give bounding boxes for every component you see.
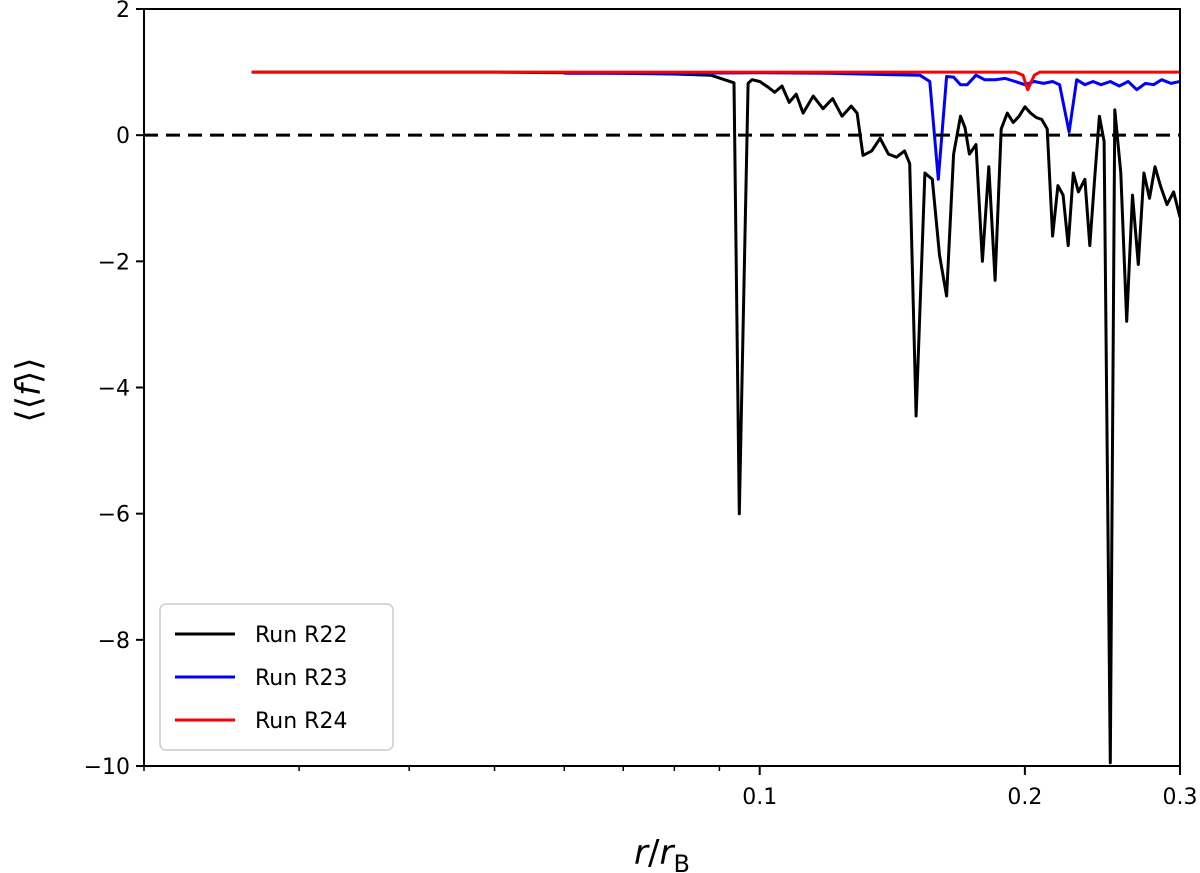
y-tick-label: −10 [84, 755, 130, 780]
x-tick-label: 0.3 [1163, 785, 1198, 810]
y-tick-label: −8 [98, 629, 130, 654]
series-line-run-r22 [251, 70, 1180, 765]
legend-label-r24: Run R24 [255, 709, 347, 734]
series-line-run-r24 [251, 70, 1180, 92]
legend: Run R22 Run R23 Run R24 [159, 603, 394, 751]
series-layer [251, 70, 1180, 765]
y-tick-label: −6 [98, 503, 130, 528]
legend-box [159, 603, 394, 751]
y-tick-label: 0 [116, 124, 130, 149]
y-tick-label: −2 [98, 250, 130, 275]
y-tick-label: 2 [116, 0, 130, 23]
legend-label-r22: Run R22 [255, 623, 347, 648]
ticks-layer: 2 0 −2 −4 −6 −8 −10 0.1 0.2 0.3 [84, 0, 1198, 810]
y-tick-label: −4 [98, 377, 130, 402]
legend-label-r23: Run R23 [255, 666, 347, 691]
x-axis-title: r/rB [634, 833, 690, 873]
y-axis-title: ⟨⟨f⟩⟩ [9, 357, 49, 422]
x-tick-label: 0.2 [1007, 785, 1042, 810]
x-tick-label: 0.1 [742, 785, 777, 810]
